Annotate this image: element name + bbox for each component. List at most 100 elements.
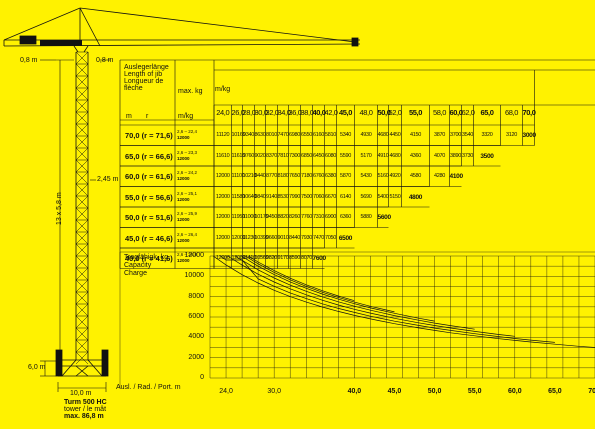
chart-title-2: Capacity — [124, 262, 152, 269]
load-cell: 10160 — [231, 132, 246, 138]
load-cell: 12000 — [215, 214, 230, 220]
load-cell: 4930 — [360, 132, 372, 138]
row-hook-range: 2,6 – 25,9 — [177, 211, 198, 216]
load-cell: 6140 — [339, 193, 352, 200]
load-cell: 11120 — [216, 132, 230, 138]
load-cell: 9140 — [265, 193, 278, 200]
top-dimension-label: 0,8 m — [20, 57, 38, 64]
r-header: r — [146, 113, 149, 120]
load-cell: 12000 — [215, 193, 230, 200]
load-cell: 8180 — [277, 173, 289, 179]
radius-header: 34,0 — [277, 108, 291, 117]
x-tick-label: 24,0 — [219, 388, 233, 395]
load-cell: 9170 — [277, 255, 289, 261]
capacity-curve-4 — [241, 255, 435, 322]
load-cell: 9010 — [277, 234, 289, 241]
radius-header: 38,0 — [300, 108, 314, 117]
load-cell: 4450 — [389, 132, 401, 138]
load-cell: 8630 — [254, 132, 266, 138]
load-cell: 8260 — [288, 214, 301, 220]
load-cell: 6450 — [312, 152, 325, 159]
row-hook-range: 2,6 – 24,2 — [177, 170, 198, 175]
load-cell: 5400 — [377, 193, 389, 200]
load-cell: 8370 — [265, 152, 278, 159]
row-jib-length: 65,0 (r = 66,6) — [125, 151, 173, 161]
row-jib-length: 40,0 (r = 41,6) — [125, 254, 173, 263]
load-cell: 9450 — [265, 214, 278, 220]
row-hook-range: 2,6 – 26,8 — [177, 252, 198, 257]
load-cell: 6670 — [324, 193, 337, 200]
x-axis-label: Ausl. / Rad. / Port. m — [116, 384, 181, 391]
radius-header: 58,0 — [433, 108, 446, 117]
radius-header: 68,0 — [505, 108, 518, 117]
load-cell: 4100 — [449, 173, 464, 180]
load-cell: 9820 — [265, 255, 278, 261]
load-cell: 3120 — [505, 132, 518, 138]
load-cell: 4680 — [377, 132, 389, 138]
load-cell: 7180 — [300, 173, 313, 179]
mast-dimension-label: 13 x 5,8 m — [56, 192, 63, 225]
row-max-load: 12000 — [177, 258, 190, 263]
load-cell: 4360 — [409, 152, 422, 159]
load-cell: 5150 — [389, 193, 401, 200]
radius-header: 32,0 — [265, 108, 279, 117]
chart-title-3: Charge — [124, 270, 147, 277]
load-cell: 11580 — [231, 193, 246, 200]
load-cell: 8770 — [265, 173, 278, 179]
row-max-load: 12000 — [177, 196, 190, 202]
load-cell: 6360 — [339, 214, 352, 220]
load-cell: 10640 — [242, 193, 257, 200]
x-tick-label: 55,0 — [467, 388, 482, 395]
load-cell: 12000 — [215, 255, 230, 261]
radius-header: 24,0 — [216, 108, 230, 117]
radius-header: 62,0 — [461, 108, 475, 117]
row-max-load: 12000 — [177, 135, 190, 140]
row-max-load: 12000 — [177, 155, 190, 161]
load-cell: 10560 — [254, 255, 269, 261]
load-cell: 3540 — [461, 132, 474, 138]
y-tick-label: 2000 — [188, 353, 204, 361]
load-cell: 6980 — [288, 132, 301, 138]
m-header: m — [126, 113, 132, 120]
load-cell: 7600 — [312, 255, 327, 262]
load-cell: 9660 — [265, 234, 278, 241]
load-cell: 10390 — [254, 234, 269, 241]
load-cell: 4680 — [389, 152, 401, 159]
load-cell: 6760 — [312, 173, 325, 179]
load-cell: 7300 — [288, 152, 301, 159]
load-cell: 3730 — [461, 152, 474, 159]
load-cell: 7650 — [288, 173, 301, 179]
load-cell: 11950 — [231, 214, 246, 220]
capacity-curve-3 — [234, 255, 475, 330]
load-cell: 12000 — [231, 255, 246, 261]
load-cell: 8590 — [288, 255, 301, 261]
load-cell: 11000 — [242, 214, 257, 220]
jib-length-header-2: Length of jib — [124, 71, 163, 78]
radius-header: 52,0 — [388, 108, 402, 117]
load-cell: 9020 — [254, 152, 266, 159]
load-cell: 9440 — [254, 173, 266, 179]
load-cell: 3700 — [449, 132, 462, 138]
capacity-curve-5 — [245, 255, 395, 313]
jib-length-header-1: Auslegerlänge — [124, 64, 169, 71]
load-cell: 3500 — [480, 152, 494, 160]
radius-header: 48,0 — [359, 108, 373, 117]
load-cell: 5590 — [339, 152, 352, 159]
load-cell: 12000 — [215, 234, 230, 241]
y-tick-label: 10000 — [184, 272, 204, 280]
row-hook-range: 2,6 – 25,1 — [177, 190, 198, 196]
load-cell: 4280 — [433, 173, 446, 179]
row-max-load: 12000 — [177, 176, 190, 181]
load-cell: 3000 — [522, 132, 537, 139]
load-cell: 5340 — [339, 132, 352, 138]
max-kg-header: max. kg — [178, 88, 203, 95]
radius-header: 42,0 — [324, 108, 338, 117]
row-jib-length: 70,0 (r = 71,6) — [125, 131, 173, 140]
load-cell: 7470 — [277, 132, 289, 138]
load-cell: 7310 — [312, 214, 325, 220]
base-height-label: 6,0 m — [28, 364, 46, 371]
x-tick-label: 40,0 — [347, 388, 362, 395]
row-jib-length: 60,0 (r = 61,6) — [125, 172, 173, 181]
row-hook-range: 2,6 – 23,3 — [177, 149, 198, 155]
x-tick-label: 70,0 — [588, 388, 595, 395]
